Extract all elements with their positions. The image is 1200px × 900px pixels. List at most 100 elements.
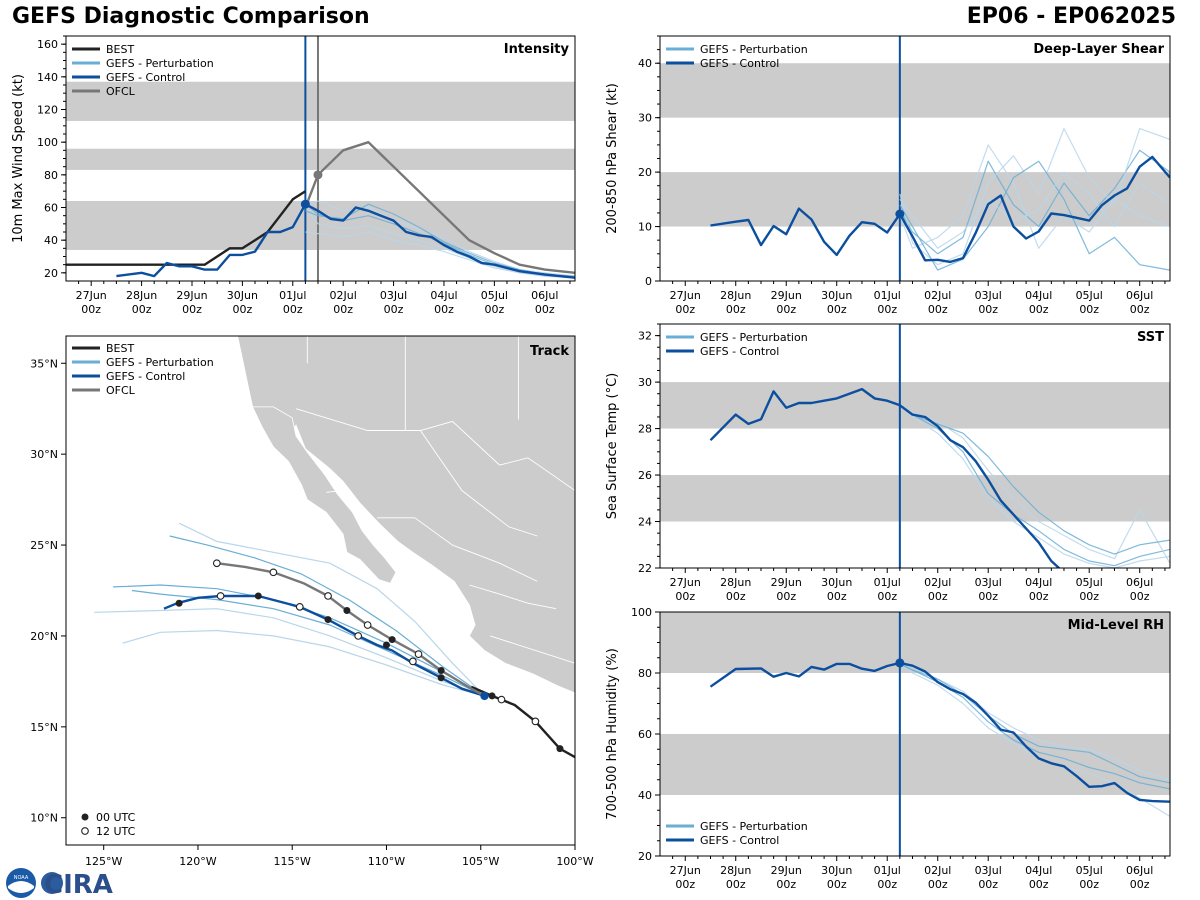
track-legend-label: BEST xyxy=(106,342,134,355)
intensity-title: Intensity xyxy=(504,42,570,57)
track-map-group xyxy=(94,336,575,759)
intensity-xtick-hour: 00z xyxy=(182,303,202,316)
sst-frame xyxy=(659,323,1171,569)
intensity-series-gefs-control xyxy=(116,202,575,279)
track-xtick-label: 105°W xyxy=(462,855,499,868)
track-ytick-label: 10°N xyxy=(30,812,58,825)
intensity-legend-label: GEFS - Perturbation xyxy=(106,57,214,70)
intensity-ytick-label: 100 xyxy=(37,136,58,149)
intensity-band xyxy=(66,81,575,121)
intensity-xtick-hour: 00z xyxy=(232,303,252,316)
intensity-xtick-hour: 00z xyxy=(333,303,353,316)
state-border xyxy=(490,635,575,664)
rh-xtick-day: 04Jul xyxy=(1025,864,1052,877)
track-ytick-label: 30°N xyxy=(30,448,58,461)
shear-xtick-hour: 00z xyxy=(726,303,746,316)
sst-xtick-hour: 00z xyxy=(1130,590,1150,603)
rh-ytick-label: 100 xyxy=(631,606,652,619)
intensity-legend-label: OFCL xyxy=(106,85,136,98)
sst-ytick-label: 24 xyxy=(638,516,652,529)
shear-xtick-day: 04Jul xyxy=(1025,289,1052,302)
track-title: Track xyxy=(530,344,569,359)
rh-xtick-hour: 00z xyxy=(1130,878,1150,891)
track-ofcl xyxy=(216,562,486,697)
intensity-ytick-label: 20 xyxy=(44,267,58,280)
sst-ytick-label: 26 xyxy=(638,469,652,482)
shear-xtick-day: 01Jul xyxy=(874,289,901,302)
track-ytick-label: 35°N xyxy=(30,357,58,370)
rh-xtick-day: 29Jun xyxy=(771,864,802,877)
track-dot-12utc xyxy=(414,650,423,658)
sst-ylabel: Sea Surface Temp (°C) xyxy=(605,373,620,520)
sst-xtick-day: 06Jul xyxy=(1126,576,1153,589)
sst-xtick-hour: 00z xyxy=(1029,590,1049,603)
shear-xtick-hour: 00z xyxy=(1130,303,1150,316)
rh-xtick-day: 30Jun xyxy=(821,864,852,877)
figure-title: GEFS Diagnostic Comparison xyxy=(12,4,370,29)
track-dot-00utc xyxy=(382,641,390,649)
shear-legend-label: GEFS - Perturbation xyxy=(700,43,808,56)
rh-ytick-label: 60 xyxy=(638,728,652,741)
shear-xtick-hour: 00z xyxy=(776,303,796,316)
intensity-xtick-hour: 00z xyxy=(484,303,504,316)
intensity-xtick-hour: 00z xyxy=(132,303,152,316)
intensity-series-gefs-perturbation xyxy=(305,231,575,279)
sst-series-gefs-control xyxy=(709,387,1061,568)
track-dot-12utc xyxy=(497,695,506,704)
cira-wordmark: CIRA xyxy=(44,870,113,900)
intensity-ytick-label: 140 xyxy=(37,71,58,84)
rh-xtick-day: 06Jul xyxy=(1126,864,1153,877)
track-xtick-label: 100°W xyxy=(556,855,593,868)
sst-ytick-label: 28 xyxy=(638,423,652,436)
track-xtick-label: 110°W xyxy=(368,855,405,868)
shear-xtick-day: 06Jul xyxy=(1126,289,1153,302)
track-dot-00utc xyxy=(324,616,332,624)
rh-xtick-hour: 00z xyxy=(675,878,695,891)
track-dot-12utc xyxy=(269,568,278,577)
shear-xtick-hour: 00z xyxy=(978,303,998,316)
sst-series-gefs-perturbation xyxy=(899,404,1170,567)
sst-xtick-hour: 00z xyxy=(675,590,695,603)
track-gefs-perturbation xyxy=(131,589,485,697)
shear-series-group xyxy=(710,128,1170,271)
sst-xtick-day: 27Jun xyxy=(670,576,701,589)
sst-legend-label: GEFS - Perturbation xyxy=(700,331,808,344)
sst-xtick-day: 28Jun xyxy=(720,576,751,589)
sst-xtick-hour: 00z xyxy=(877,590,897,603)
state-border xyxy=(326,490,344,493)
rh-legend-label: GEFS - Control xyxy=(700,834,779,847)
shear-xtick-day: 30Jun xyxy=(821,289,852,302)
sst-xtick-hour: 00z xyxy=(1079,590,1099,603)
sst-ytick-label: 22 xyxy=(638,562,652,575)
intensity-xtick-day: 05Jul xyxy=(481,289,508,302)
track-dot-00utc xyxy=(254,592,262,600)
mexico-land xyxy=(237,336,575,694)
track-dot-00utc xyxy=(556,745,564,753)
track-dot-00utc xyxy=(437,674,445,682)
noaa-gull-icon xyxy=(8,881,34,893)
track-gefs-control xyxy=(163,594,485,698)
sst-xtick-hour: 00z xyxy=(978,590,998,603)
track-legend-dot-12 xyxy=(81,827,89,835)
shear-xtick-hour: 00z xyxy=(928,303,948,316)
intensity-series-ofcl xyxy=(304,140,575,274)
rh-legend-label: GEFS - Perturbation xyxy=(700,820,808,833)
sst-title: SST xyxy=(1137,330,1164,345)
intensity-series-group xyxy=(66,140,575,279)
track-dot-12utc xyxy=(531,717,540,726)
track-gefs-perturbation xyxy=(169,535,485,697)
track-dot-12utc xyxy=(324,592,332,600)
rh-xtick-hour: 00z xyxy=(877,878,897,891)
track-xtick-label: 125°W xyxy=(85,855,122,868)
track-ytick-label: 15°N xyxy=(30,721,58,734)
rh-series-gefs-control xyxy=(709,661,1170,803)
track-dot-12utc xyxy=(409,657,417,666)
rh-title: Mid-Level RH xyxy=(1068,618,1164,633)
shear-series-gefs-perturbation xyxy=(899,160,1170,271)
intensity-xtick-hour: 00z xyxy=(283,303,303,316)
rh-xtick-hour: 00z xyxy=(978,878,998,891)
rh-band xyxy=(660,612,1170,673)
shear-xtick-day: 27Jun xyxy=(670,289,701,302)
shear-xtick-day: 05Jul xyxy=(1076,289,1103,302)
track-gefs-perturbation xyxy=(178,522,485,697)
